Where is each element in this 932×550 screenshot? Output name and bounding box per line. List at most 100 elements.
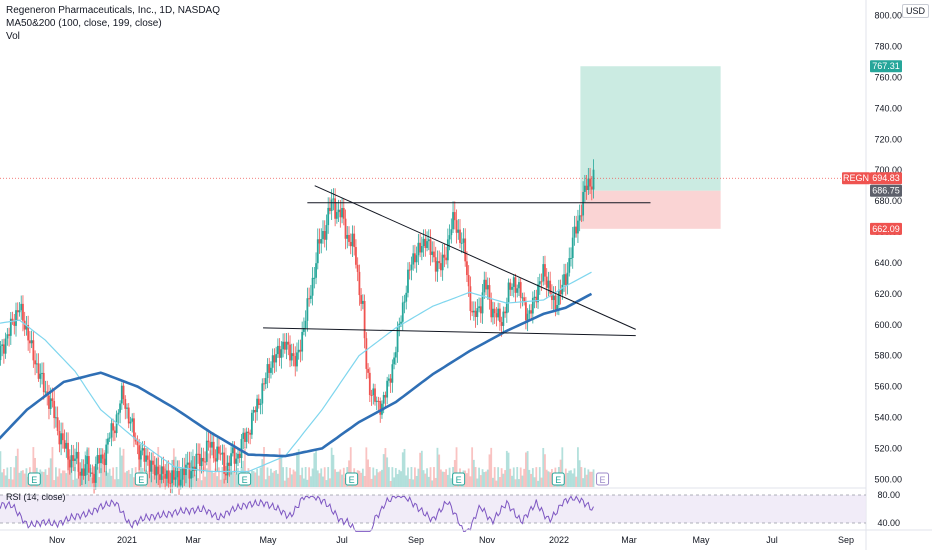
candle-body [531, 297, 534, 314]
candle-body [271, 355, 274, 368]
candle-body [89, 472, 92, 474]
candle-body [162, 466, 165, 474]
candle-body [530, 310, 533, 314]
candle-body [334, 198, 337, 219]
volume-bar [542, 447, 545, 487]
candle-body [146, 455, 149, 460]
volume-bar [367, 459, 369, 487]
volume-bar [578, 460, 581, 487]
volume-bar [370, 478, 373, 487]
candle-body [155, 466, 158, 476]
earnings-label: E [600, 475, 606, 485]
candle-body [18, 310, 21, 313]
candle-body [563, 274, 565, 285]
currency-badge[interactable]: USD [902, 4, 930, 18]
volume-bar [46, 474, 49, 487]
x-tick-label: Nov [479, 535, 496, 545]
candle-body [105, 444, 108, 466]
y-tick-label: 560.00 [874, 382, 902, 392]
candle-body [379, 401, 382, 415]
volume-bar [228, 469, 231, 487]
volume-bar [105, 470, 108, 487]
volume-bar [334, 469, 337, 487]
rsi-indicator-label[interactable]: RSI (14, close) [6, 492, 66, 502]
volume-bar [492, 477, 494, 487]
candle-body [2, 344, 5, 354]
volume-bar [571, 473, 574, 487]
volume-bar [304, 467, 307, 487]
last-price-tag-text: 694.83 [872, 173, 900, 183]
volume-bar [443, 471, 446, 487]
y-tick-label: 640.00 [874, 258, 902, 268]
candle-body [214, 458, 217, 462]
candle-body [342, 208, 345, 219]
candle-body [51, 398, 54, 401]
candle-body [320, 239, 323, 244]
candle-body [190, 471, 193, 479]
candle-body [148, 459, 151, 472]
volume-bar [502, 473, 505, 487]
volume-bar [414, 467, 416, 487]
candle-body [72, 455, 75, 461]
candle-body [545, 276, 548, 288]
candle-body [231, 447, 234, 454]
candle-body [268, 364, 271, 373]
candle-body [426, 241, 428, 248]
candle-body [290, 353, 293, 361]
candle-body [159, 474, 161, 480]
candle-body [63, 440, 66, 449]
candle-body [259, 403, 262, 405]
volume-bar [427, 476, 430, 487]
volume-bar [500, 468, 503, 487]
volume-bar [374, 475, 376, 487]
candle-body [230, 453, 232, 466]
candle-body [325, 225, 328, 240]
candle-body [564, 274, 567, 286]
candle-body [459, 229, 461, 243]
candle-body [516, 288, 519, 293]
volume-bar [204, 476, 206, 487]
earnings-badge [238, 472, 252, 486]
volume-bar [292, 469, 295, 487]
ma-indicator-label[interactable]: MA50&200 (100, close, 199, close) [6, 18, 162, 29]
volume-bar [303, 478, 305, 487]
candle-body [209, 442, 212, 448]
candle-body [120, 385, 123, 404]
candle-body [429, 239, 432, 255]
volume-bar [504, 470, 506, 487]
candle-body [197, 453, 200, 455]
candle-body [174, 477, 177, 480]
candle-body [507, 282, 510, 303]
volume-bar [330, 447, 333, 487]
candle-body [316, 239, 319, 264]
candle-body [195, 453, 198, 471]
volume-bar [230, 472, 232, 487]
candle-body [25, 324, 28, 330]
volume-bar [148, 472, 151, 487]
volume-bar [41, 471, 43, 487]
candle-body [70, 455, 73, 468]
candle-body [427, 239, 430, 242]
candle-body [65, 442, 68, 449]
volume-bar [96, 467, 99, 487]
candle-body [486, 285, 489, 290]
candle-body [424, 238, 427, 248]
volume-bar [70, 467, 73, 487]
volume-bar [419, 452, 422, 487]
x-tick-label: Jul [766, 535, 778, 545]
candle-body [544, 264, 546, 277]
volume-bar [512, 467, 515, 487]
candle-body [87, 456, 90, 473]
stop-price-tag-text: 662.09 [872, 224, 900, 234]
volume-bar [16, 448, 19, 487]
candle-body [250, 412, 253, 435]
volume-bar [412, 479, 415, 487]
candle-body [407, 269, 409, 293]
volume-bar [221, 467, 224, 487]
volume-bar [476, 478, 479, 487]
volume-indicator-label[interactable]: Vol [6, 31, 20, 42]
candle-body [483, 279, 486, 293]
candle-body [96, 455, 99, 465]
volume-bar [361, 468, 364, 487]
